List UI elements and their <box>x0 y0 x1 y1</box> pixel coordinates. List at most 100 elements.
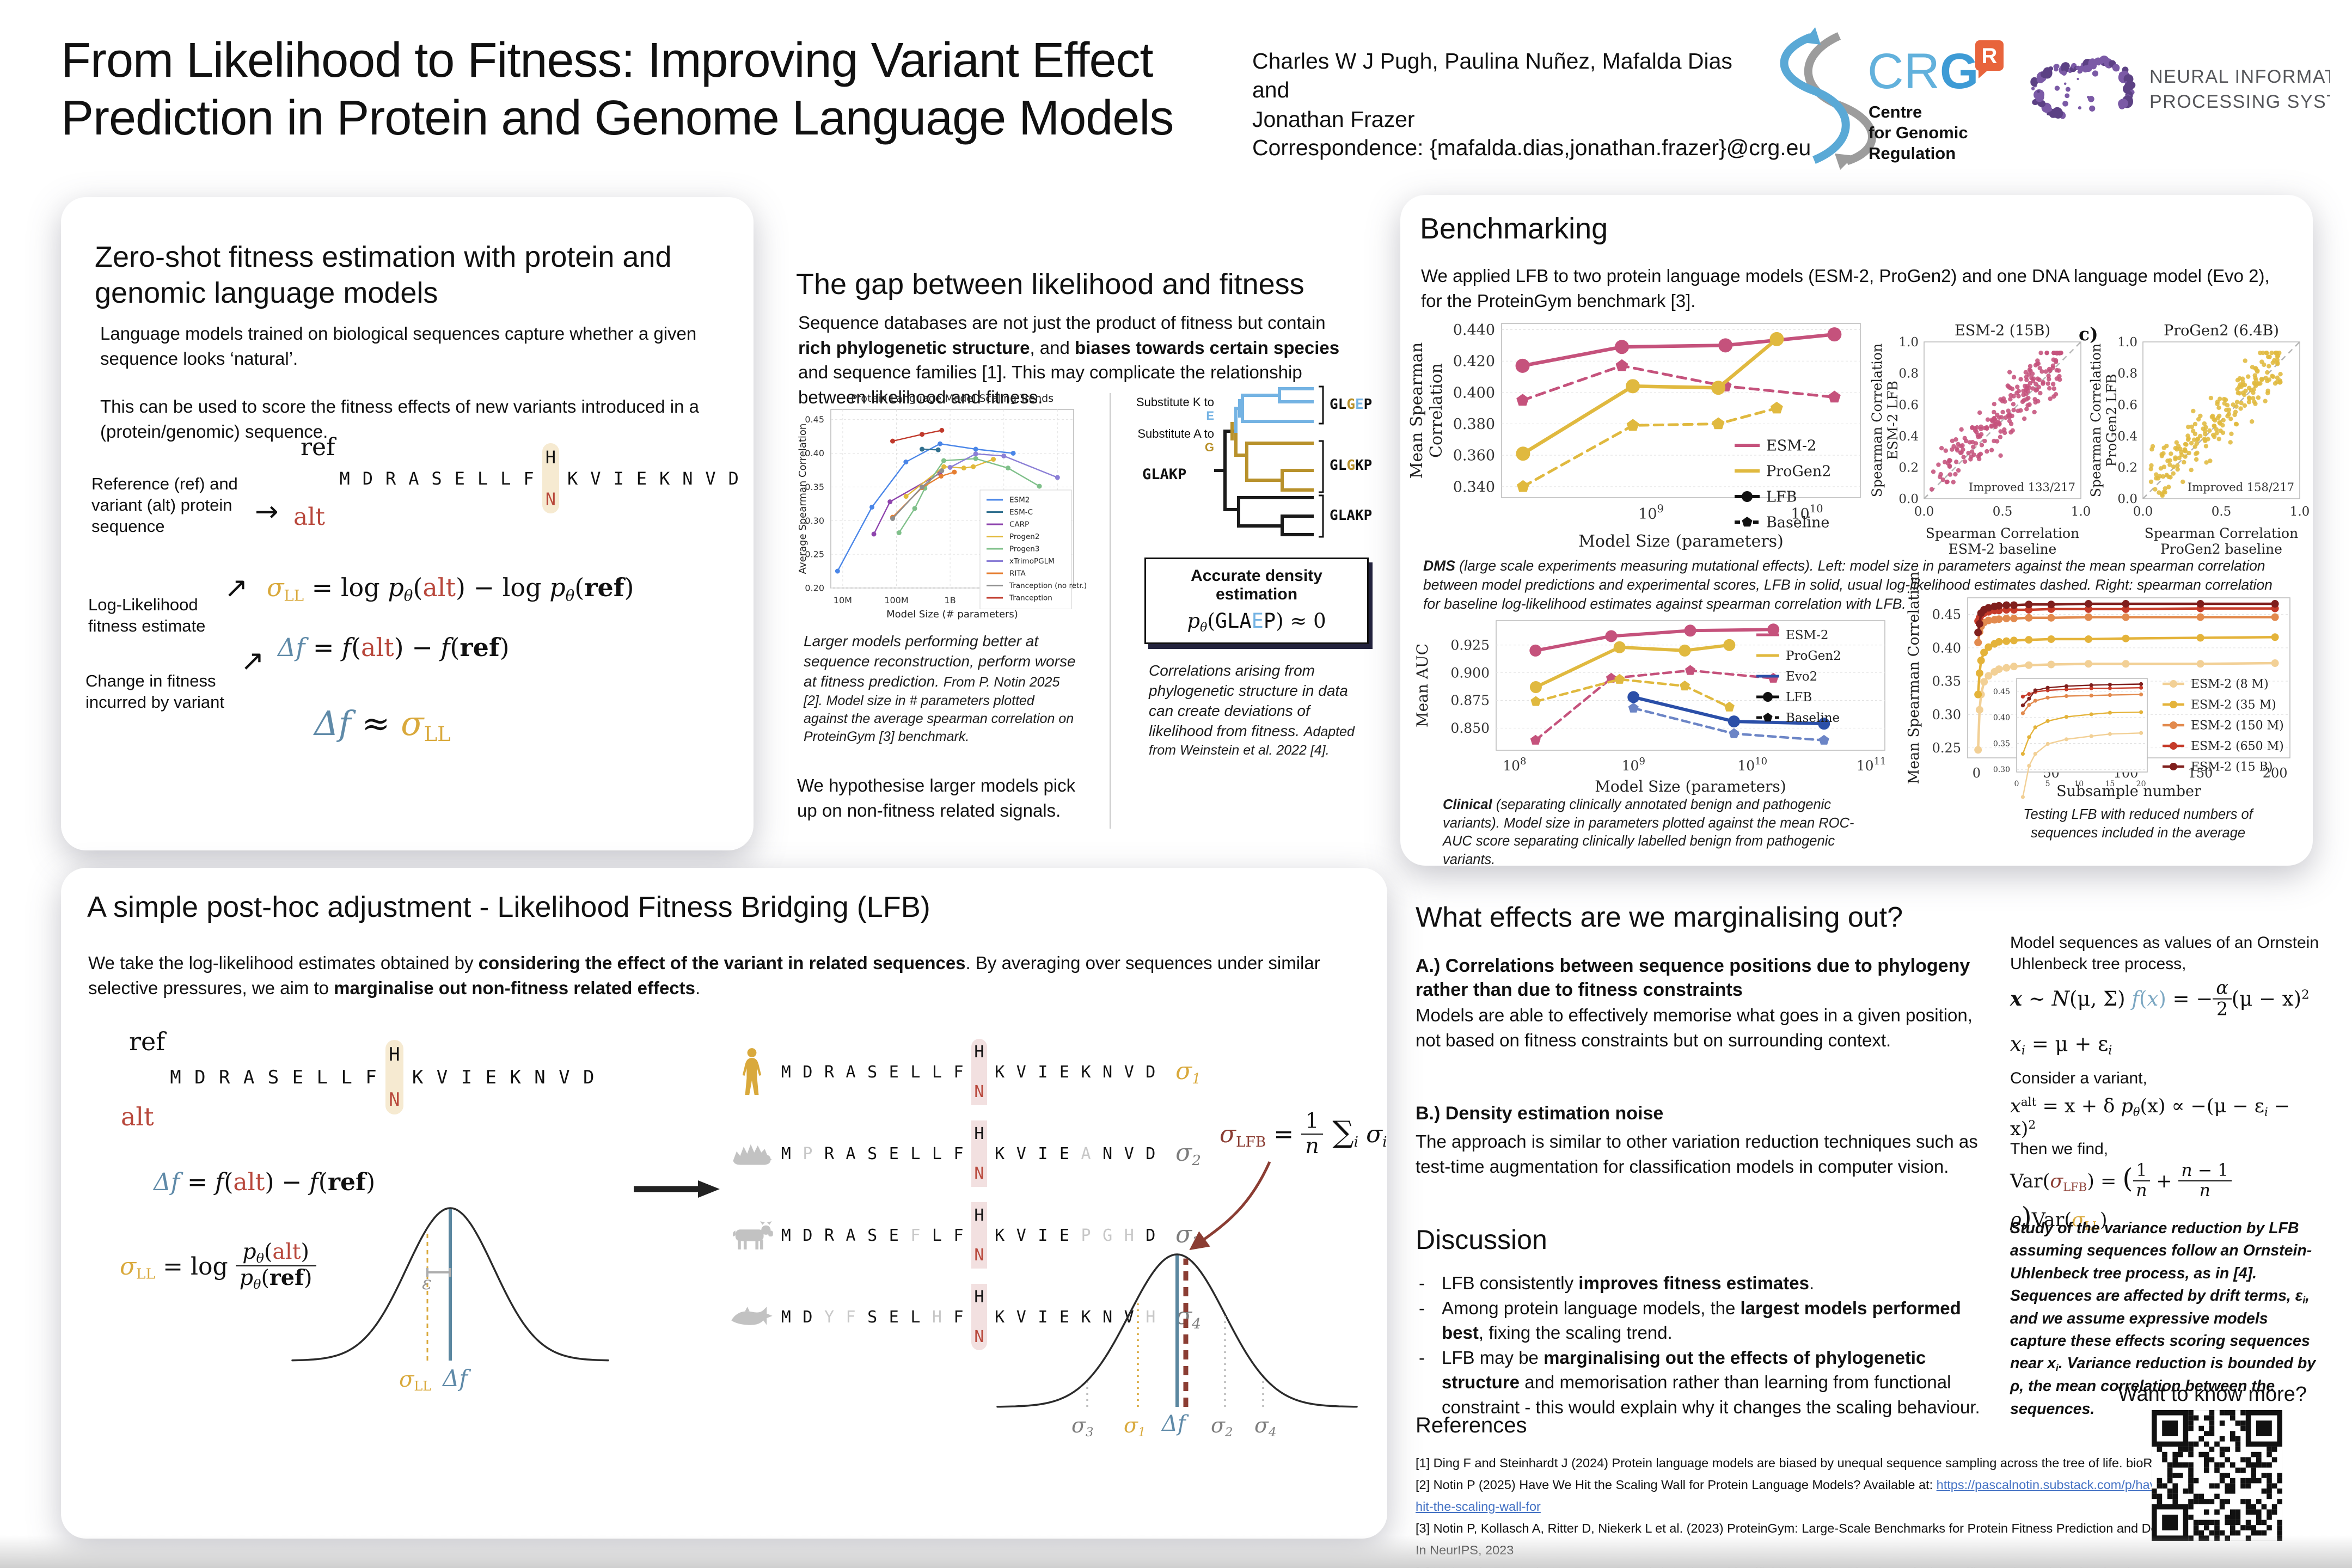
variant-column: H N <box>385 1040 403 1115</box>
authors: Charles W J Pugh, Paulina Nuñez, Mafalda… <box>1252 48 1732 132</box>
svg-text:0.440: 0.440 <box>1453 322 1495 339</box>
svg-text:0.30: 0.30 <box>1993 765 2010 774</box>
svg-text:Evo2: Evo2 <box>1786 670 1817 684</box>
density-box: Accurate density estimation pθ(GLAEP) ≈ … <box>1144 558 1369 644</box>
hedgehog-icon <box>728 1138 775 1169</box>
svg-text:Tranception (no retr.): Tranception (no retr.) <box>1009 581 1087 590</box>
svg-text:0.6: 0.6 <box>2117 398 2137 412</box>
discussion-bullet: - Among protein language models, the larg… <box>1419 1297 1961 1343</box>
svg-text:0: 0 <box>2014 780 2019 788</box>
gauss-left-eps-label: ε <box>422 1272 432 1294</box>
discussion-heading: Discussion <box>1416 1224 1547 1255</box>
svg-text:1.0: 1.0 <box>2290 505 2310 519</box>
svg-text:Spearman Correlation: Spearman Correlation <box>2145 525 2298 541</box>
svg-text:1B: 1B <box>945 595 956 605</box>
subsample-caption: Testing LFB with reduced numbers of sequ… <box>2023 807 2253 841</box>
svg-text:ESM2: ESM2 <box>1009 496 1030 505</box>
svg-text:0.2: 0.2 <box>1898 461 1919 475</box>
correspondence: Correspondence: {mafalda.dias,jonathan.f… <box>1252 135 1811 160</box>
clinical-chart: 0.850 0.875 0.900 0.925 108 109 1010 1011 Model … <box>1413 615 1892 798</box>
svg-text:0.20: 0.20 <box>805 583 824 593</box>
zero-shot-p1: Language models trained on biological se… <box>100 323 697 369</box>
svg-text:CARP: CARP <box>1009 520 1029 529</box>
svg-text:108: 108 <box>1503 756 1526 774</box>
lfb-eq-df: Δf = f(alt) − f(ref) <box>154 1168 376 1196</box>
svg-text:ESM-2: ESM-2 <box>1786 628 1829 642</box>
svg-text:109: 109 <box>1622 756 1645 774</box>
label-log-likelihood: Log-Likelihood fitness estimate <box>88 595 206 635</box>
crg-line2: for Genomic <box>1869 123 1968 142</box>
gauss-left-df-label: Δf <box>443 1365 468 1392</box>
crg-line3: Regulation <box>1869 144 1956 163</box>
alt-residue: N <box>545 489 556 510</box>
eq-sigma-ll: σLL = log pθ(alt) − log pθ(ref) <box>267 573 634 605</box>
marg-b-body: The approach is similar to other variati… <box>1416 1131 1978 1177</box>
panel-lfb: A simple post-hoc adjustment - Likelihoo… <box>61 868 1387 1539</box>
svg-text:0.925: 0.925 <box>1450 638 1490 653</box>
gap-intro: Sequence databases are not just the prod… <box>798 313 1340 407</box>
neurips-logo: NEURAL INFORMATION PROCESSING SYSTEMS <box>2025 22 2352 161</box>
label-ref-alt: Reference (ref) and variant (alt) protei… <box>91 474 238 536</box>
svg-text:Model Size (# parameters): Model Size (# parameters) <box>886 609 1018 620</box>
svg-text:CRG: CRG <box>1867 44 1979 99</box>
ou-intro: Model sequences as values of an Ornstein… <box>2010 934 2319 973</box>
marg-heading: What effects are we marginalising out? <box>1416 902 1903 933</box>
svg-text:ESM-2 (150 M): ESM-2 (150 M) <box>2191 719 2284 733</box>
crg-logo-graphic: CRG R Centre for Genomic Regulation <box>1780 27 2004 170</box>
svg-text:0.380: 0.380 <box>1453 416 1495 433</box>
svg-text:ESM-2 LFB: ESM-2 LFB <box>1885 381 1901 460</box>
svg-text:109: 109 <box>1638 503 1664 523</box>
gauss-right-s4: σ4 <box>1254 1413 1277 1440</box>
svg-text:0.0: 0.0 <box>2133 505 2153 519</box>
svg-text:0.0: 0.0 <box>1914 505 1934 519</box>
ref-label: ref <box>129 1027 166 1056</box>
reference-item[interactable]: [2] Notin P (2025) Have We Hit the Scali… <box>1416 1477 2189 1514</box>
svg-text:ProGen2 baseline: ProGen2 baseline <box>2160 541 2282 557</box>
svg-text:0.400: 0.400 <box>1453 384 1495 401</box>
svg-text:0.360: 0.360 <box>1453 448 1495 464</box>
variant-column: H N <box>542 443 559 514</box>
tree-sub1: Substitute K to E <box>1136 395 1214 423</box>
consider-label: Consider a variant, <box>2010 1069 2147 1087</box>
svg-text:0.420: 0.420 <box>1453 353 1495 370</box>
whale-icon <box>728 1303 775 1331</box>
neurips-line1: NEURAL INFORMATION <box>2149 66 2330 87</box>
right-arrow-icon: → <box>255 495 279 528</box>
svg-text:ESM-2 (15 B): ESM-2 (15 B) <box>2191 761 2273 774</box>
svg-text:0.5: 0.5 <box>1993 505 2013 519</box>
svg-text:0.0: 0.0 <box>2117 492 2137 506</box>
poster-title: From Likelihood to Fitness: Improving Va… <box>61 33 1174 146</box>
dms-caption: DMS (large scale experiments measuring m… <box>1423 558 2273 612</box>
sigma-1-label: σ1 <box>1175 1057 1201 1087</box>
svg-text:100M: 100M <box>884 595 908 605</box>
density-box-formula: pθ(GLAEP) ≈ 0 <box>1187 609 1326 635</box>
vertical-divider <box>1110 393 1111 829</box>
svg-text:0.35: 0.35 <box>1993 739 2010 748</box>
gauss-right-df: Δf <box>1162 1411 1186 1436</box>
scaling-trends-chart: 0.200.250.300.350.400.4510M100M1B10B100B… <box>796 387 1087 623</box>
scatter-progen2: 0.0 0.2 0.4 0.6 0.8 1.0 0.0 0.5 1.0 ProGen2 (6.4B… <box>2088 319 2310 557</box>
marg-b-head: B.) Density estimation noise <box>1416 1103 1664 1124</box>
svg-text:0.45: 0.45 <box>1993 688 2010 696</box>
gauss-right-s2: σ2 <box>1211 1413 1233 1440</box>
svg-text:ProGen2 LFB: ProGen2 LFB <box>2104 374 2120 467</box>
lfb-heading: A simple post-hoc adjustment - Likelihoo… <box>87 891 930 923</box>
lfb-intro: We take the log-likelihood estimates obt… <box>88 953 1320 998</box>
eq-delta-f: Δf = f(alt) − f(ref) <box>278 633 510 662</box>
bench-heading: Benchmarking <box>1420 212 1608 245</box>
panel-zero-shot: Zero-shot fitness estimation with protei… <box>61 197 754 850</box>
neurips-line2: PROCESSING SYSTEMS <box>2149 91 2330 112</box>
svg-text:1010: 1010 <box>1737 756 1767 774</box>
svg-text:xTrimoPGLM: xTrimoPGLM <box>1009 557 1055 566</box>
ref-label: ref <box>301 433 335 461</box>
svg-text:0.35: 0.35 <box>805 482 824 492</box>
